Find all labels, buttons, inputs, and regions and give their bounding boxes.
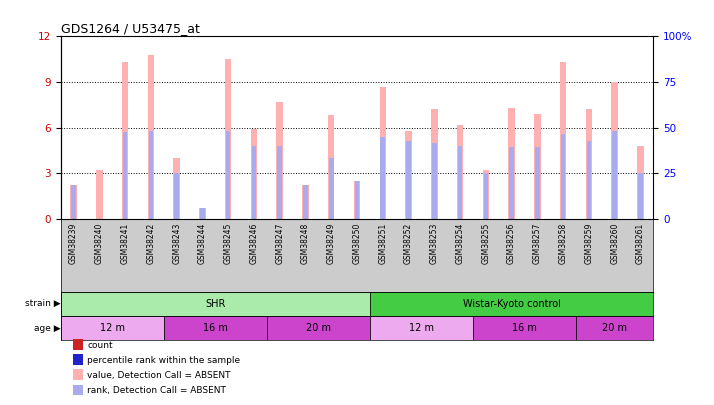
Bar: [199, 208, 206, 219]
Bar: [61, 292, 370, 316]
Text: Wistar-Kyoto control: Wistar-Kyoto control: [463, 299, 560, 309]
Bar: [508, 108, 515, 219]
Text: GSM38254: GSM38254: [456, 222, 465, 264]
Text: SHR: SHR: [205, 299, 226, 309]
Bar: [406, 130, 412, 219]
Bar: [225, 59, 231, 219]
Text: GSM38261: GSM38261: [636, 222, 645, 264]
Bar: [406, 141, 411, 219]
Text: 16 m: 16 m: [512, 323, 537, 333]
Bar: [534, 114, 540, 219]
Text: 20 m: 20 m: [602, 323, 627, 333]
Bar: [457, 124, 463, 219]
Bar: [251, 129, 257, 219]
Bar: [483, 170, 489, 219]
Text: strain ▶: strain ▶: [25, 299, 61, 308]
Text: GSM38244: GSM38244: [198, 222, 207, 264]
Text: GSM38253: GSM38253: [430, 222, 439, 264]
Bar: [73, 384, 84, 395]
Bar: [560, 62, 566, 219]
Text: percentile rank within the sample: percentile rank within the sample: [87, 356, 241, 365]
Text: GSM38249: GSM38249: [327, 222, 336, 264]
Bar: [611, 82, 618, 219]
Bar: [149, 130, 154, 219]
Text: GSM38245: GSM38245: [223, 222, 233, 264]
Bar: [432, 143, 437, 219]
Text: count: count: [87, 341, 113, 350]
Text: age ▶: age ▶: [34, 324, 61, 333]
Text: value, Detection Call = ABSENT: value, Detection Call = ABSENT: [87, 371, 231, 380]
Bar: [509, 147, 514, 219]
Bar: [71, 185, 77, 219]
Bar: [71, 185, 76, 219]
Bar: [148, 55, 154, 219]
Text: GSM38251: GSM38251: [378, 222, 387, 264]
Bar: [370, 292, 653, 316]
Text: 12 m: 12 m: [409, 323, 434, 333]
Bar: [164, 316, 267, 340]
Bar: [380, 87, 386, 219]
Text: GSM38243: GSM38243: [172, 222, 181, 264]
Bar: [73, 354, 84, 365]
Bar: [329, 158, 333, 219]
Text: 16 m: 16 m: [203, 323, 228, 333]
Bar: [73, 339, 84, 350]
Text: GSM38259: GSM38259: [584, 222, 593, 264]
Bar: [355, 181, 359, 219]
Bar: [535, 147, 540, 219]
Text: GSM38250: GSM38250: [353, 222, 361, 264]
Text: GSM38241: GSM38241: [121, 222, 130, 264]
Bar: [61, 316, 164, 340]
Text: GSM38252: GSM38252: [404, 222, 413, 264]
Bar: [226, 130, 231, 219]
Text: GDS1264 / U53475_at: GDS1264 / U53475_at: [61, 22, 200, 35]
Text: GSM38257: GSM38257: [533, 222, 542, 264]
Bar: [381, 137, 385, 219]
Bar: [303, 185, 308, 219]
Text: GSM38240: GSM38240: [95, 222, 104, 264]
Bar: [638, 173, 643, 219]
Text: 20 m: 20 m: [306, 323, 331, 333]
Bar: [277, 146, 282, 219]
Bar: [587, 141, 591, 219]
Bar: [122, 62, 129, 219]
Bar: [473, 316, 576, 340]
Text: GSM38239: GSM38239: [69, 222, 78, 264]
Bar: [483, 173, 488, 219]
Bar: [302, 185, 308, 219]
Bar: [276, 102, 283, 219]
Bar: [174, 158, 180, 219]
Bar: [96, 170, 103, 219]
Text: GSM38255: GSM38255: [481, 222, 491, 264]
Text: GSM38247: GSM38247: [275, 222, 284, 264]
Text: GSM38248: GSM38248: [301, 222, 310, 264]
Bar: [613, 130, 617, 219]
Bar: [370, 316, 473, 340]
Text: rank, Detection Call = ABSENT: rank, Detection Call = ABSENT: [87, 386, 226, 395]
Bar: [431, 109, 438, 219]
Bar: [576, 316, 653, 340]
Text: GSM38242: GSM38242: [146, 222, 156, 264]
Bar: [585, 109, 592, 219]
Bar: [328, 115, 334, 219]
Bar: [200, 208, 205, 219]
Text: GSM38258: GSM38258: [558, 222, 568, 264]
Bar: [123, 132, 127, 219]
Bar: [73, 369, 84, 380]
Bar: [637, 146, 643, 219]
Bar: [267, 316, 370, 340]
Bar: [458, 146, 463, 219]
Text: GSM38246: GSM38246: [249, 222, 258, 264]
Text: GSM38260: GSM38260: [610, 222, 619, 264]
Bar: [251, 146, 256, 219]
Text: 12 m: 12 m: [100, 323, 125, 333]
Text: GSM38256: GSM38256: [507, 222, 516, 264]
Bar: [560, 134, 565, 219]
Bar: [353, 181, 361, 219]
Bar: [174, 173, 179, 219]
